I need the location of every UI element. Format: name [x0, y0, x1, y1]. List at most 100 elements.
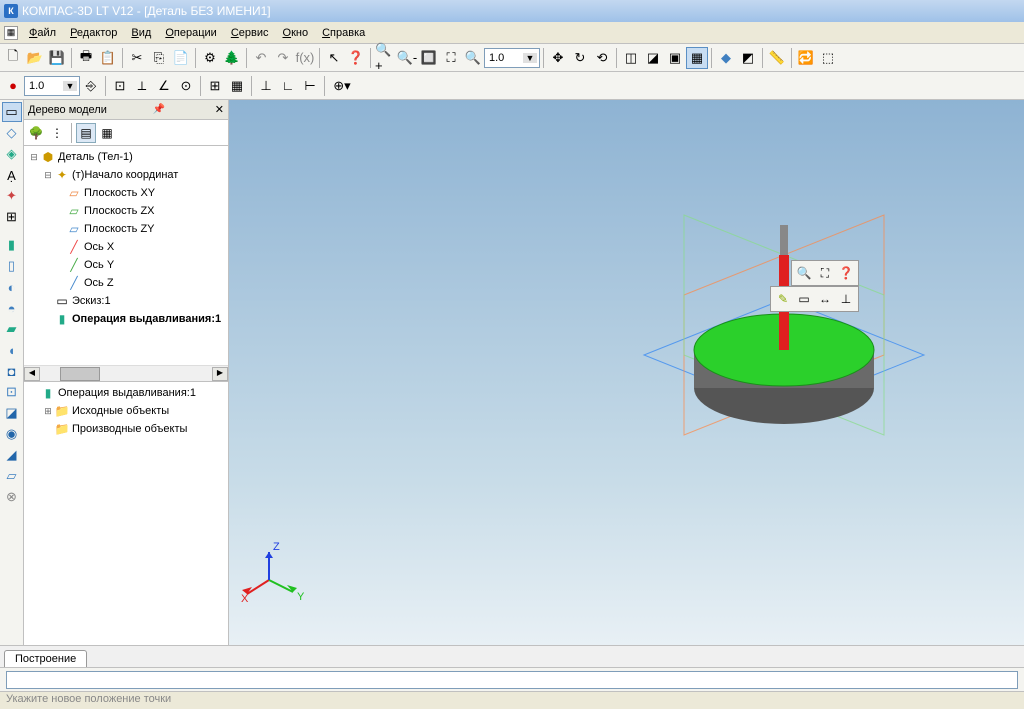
- axis-button[interactable]: ⊕▾: [328, 75, 356, 97]
- snap4-button[interactable]: ⊙: [175, 75, 197, 97]
- undo-button[interactable]: ↶: [250, 47, 272, 69]
- menu-operations[interactable]: Операции: [158, 25, 223, 41]
- copy-button[interactable]: ⎘: [148, 47, 170, 69]
- tree-plane-zx[interactable]: ▱Плоскость ZX: [24, 202, 228, 220]
- section-button[interactable]: ◩: [737, 47, 759, 69]
- ls-rib-icon[interactable]: ◢: [2, 445, 22, 465]
- tree-scrollbar[interactable]: ◀▶: [24, 365, 228, 381]
- tree-plane-xy[interactable]: ▱Плоскость XY: [24, 184, 228, 202]
- save-button[interactable]: 💾: [46, 47, 68, 69]
- rebuild-button[interactable]: 🔁: [795, 47, 817, 69]
- ls-revolve-icon[interactable]: ◐: [2, 277, 22, 297]
- close-panel-icon[interactable]: ✕: [215, 103, 224, 116]
- snap2-button[interactable]: ⟂: [131, 75, 153, 97]
- pan-button[interactable]: ✥: [547, 47, 569, 69]
- menu-view[interactable]: Вид: [124, 25, 158, 41]
- state-button[interactable]: ⎆: [80, 75, 102, 97]
- zoom-window-button[interactable]: 🔲: [418, 47, 440, 69]
- pin-icon[interactable]: 📌: [153, 104, 165, 115]
- tree-sketch[interactable]: ▭Эскиз:1: [24, 292, 228, 310]
- ls-sweep-icon[interactable]: ▰: [2, 319, 22, 339]
- ls-constr-icon[interactable]: ⊞: [2, 207, 22, 227]
- ls-thread-icon[interactable]: ⊗: [2, 487, 22, 507]
- tree-axis-x[interactable]: ╱Ось X: [24, 238, 228, 256]
- print-preview-button[interactable]: 🖶: [75, 47, 97, 69]
- ls-edit-icon[interactable]: ◇: [2, 123, 22, 143]
- ls-shell-icon[interactable]: ◘: [2, 361, 22, 381]
- ls-mirror-icon[interactable]: ◪: [2, 403, 22, 423]
- ls-pattern-icon[interactable]: ⊡: [2, 382, 22, 402]
- paste-button[interactable]: 📄: [170, 47, 192, 69]
- ftb-edit-icon[interactable]: ✎: [773, 289, 793, 309]
- stop-button[interactable]: ●: [2, 75, 24, 97]
- zoom-combo[interactable]: 1.0▼: [484, 48, 540, 68]
- tree-toggle-button[interactable]: 🌲: [221, 47, 243, 69]
- grid1-button[interactable]: ⊞: [204, 75, 226, 97]
- ls-fillet-icon[interactable]: ◖: [2, 340, 22, 360]
- tab-construction[interactable]: Построение: [4, 650, 87, 667]
- doc-control-icon[interactable]: ▦: [4, 26, 18, 40]
- tree-view4-icon[interactable]: ▦: [97, 123, 117, 143]
- tree-view2-icon[interactable]: ⋮: [47, 123, 67, 143]
- tree-axis-z[interactable]: ╱Ось Z: [24, 274, 228, 292]
- scale-combo[interactable]: 1.0▼: [24, 76, 80, 96]
- lower-deriv[interactable]: 📁Производные объекты: [24, 420, 228, 438]
- menu-edit[interactable]: Редактор: [63, 25, 124, 41]
- properties-button[interactable]: ⚙: [199, 47, 221, 69]
- measure-button[interactable]: 📏: [766, 47, 788, 69]
- perspective-button[interactable]: ◆: [715, 47, 737, 69]
- zoom-fit-button[interactable]: ⛶: [440, 47, 462, 69]
- snap3-button[interactable]: ∠: [153, 75, 175, 97]
- viewport-3d[interactable]: X Y Z 🔍 ⛶ ❓ ✎ ▭ ↔ ⊥: [229, 100, 1024, 645]
- layers-button[interactable]: ⬚: [817, 47, 839, 69]
- fx-button[interactable]: f(x): [294, 47, 316, 69]
- menu-help[interactable]: Справка: [315, 25, 372, 41]
- help-button[interactable]: ❓: [345, 47, 367, 69]
- menu-window[interactable]: Окно: [276, 25, 316, 41]
- ftb-help-icon[interactable]: ❓: [836, 263, 856, 283]
- hidden-button[interactable]: ◪: [642, 47, 664, 69]
- tree-view1-icon[interactable]: 🌳: [26, 123, 46, 143]
- lower-src[interactable]: ⊞📁Исходные объекты: [24, 402, 228, 420]
- new-button[interactable]: 🗋: [2, 47, 24, 69]
- ls-line-icon[interactable]: ◈: [2, 144, 22, 164]
- tree-view3-icon[interactable]: ▤: [76, 123, 96, 143]
- ls-cut-icon[interactable]: ▯: [2, 256, 22, 276]
- print-button[interactable]: 📋: [97, 47, 119, 69]
- ls-axis-icon[interactable]: ✦: [2, 186, 22, 206]
- grid2-button[interactable]: ▦: [226, 75, 248, 97]
- menu-service[interactable]: Сервис: [224, 25, 276, 41]
- redo-button[interactable]: ↷: [272, 47, 294, 69]
- cursor-button[interactable]: ↖: [323, 47, 345, 69]
- cut-button[interactable]: ✂: [126, 47, 148, 69]
- zoom-prev-button[interactable]: 🔍: [462, 47, 484, 69]
- ls-extrude-icon[interactable]: ▮: [2, 235, 22, 255]
- ls-hole-icon[interactable]: ◉: [2, 424, 22, 444]
- lower-root[interactable]: ▮Операция выдавливания:1: [24, 384, 228, 402]
- coord2-button[interactable]: ∟: [277, 75, 299, 97]
- ftb-fit-icon[interactable]: ⛶: [815, 263, 835, 283]
- zoom-in-button[interactable]: 🔍+: [374, 47, 396, 69]
- tree-axis-y[interactable]: ╱Ось Y: [24, 256, 228, 274]
- ftb-sketch-icon[interactable]: ▭: [794, 289, 814, 309]
- rotate-button[interactable]: ↻: [569, 47, 591, 69]
- shaded-button[interactable]: ▣: [664, 47, 686, 69]
- ls-dim-icon[interactable]: Ạ: [2, 165, 22, 185]
- ftb-zoom-icon[interactable]: 🔍: [794, 263, 814, 283]
- orbit-button[interactable]: ⟲: [591, 47, 613, 69]
- coord3-button[interactable]: ⊢: [299, 75, 321, 97]
- menu-file[interactable]: Файл: [22, 25, 63, 41]
- tree-root[interactable]: ⊟⬢Деталь (Тел-1): [24, 148, 228, 166]
- ls-draft-icon[interactable]: ▱: [2, 466, 22, 486]
- shaded-edges-button[interactable]: ▦: [686, 47, 708, 69]
- tree-origin[interactable]: ⊟✦(т)Начало координат: [24, 166, 228, 184]
- open-button[interactable]: 📂: [24, 47, 46, 69]
- coord1-button[interactable]: ⊥: [255, 75, 277, 97]
- zoom-out-button[interactable]: 🔍-: [396, 47, 418, 69]
- ftb-axis-icon[interactable]: ⊥: [836, 289, 856, 309]
- ls-select-icon[interactable]: ▭: [2, 102, 22, 122]
- ftb-dim-icon[interactable]: ↔: [815, 289, 835, 309]
- snap1-button[interactable]: ⊡: [109, 75, 131, 97]
- wireframe-button[interactable]: ◫: [620, 47, 642, 69]
- ls-loft-icon[interactable]: ◓: [2, 298, 22, 318]
